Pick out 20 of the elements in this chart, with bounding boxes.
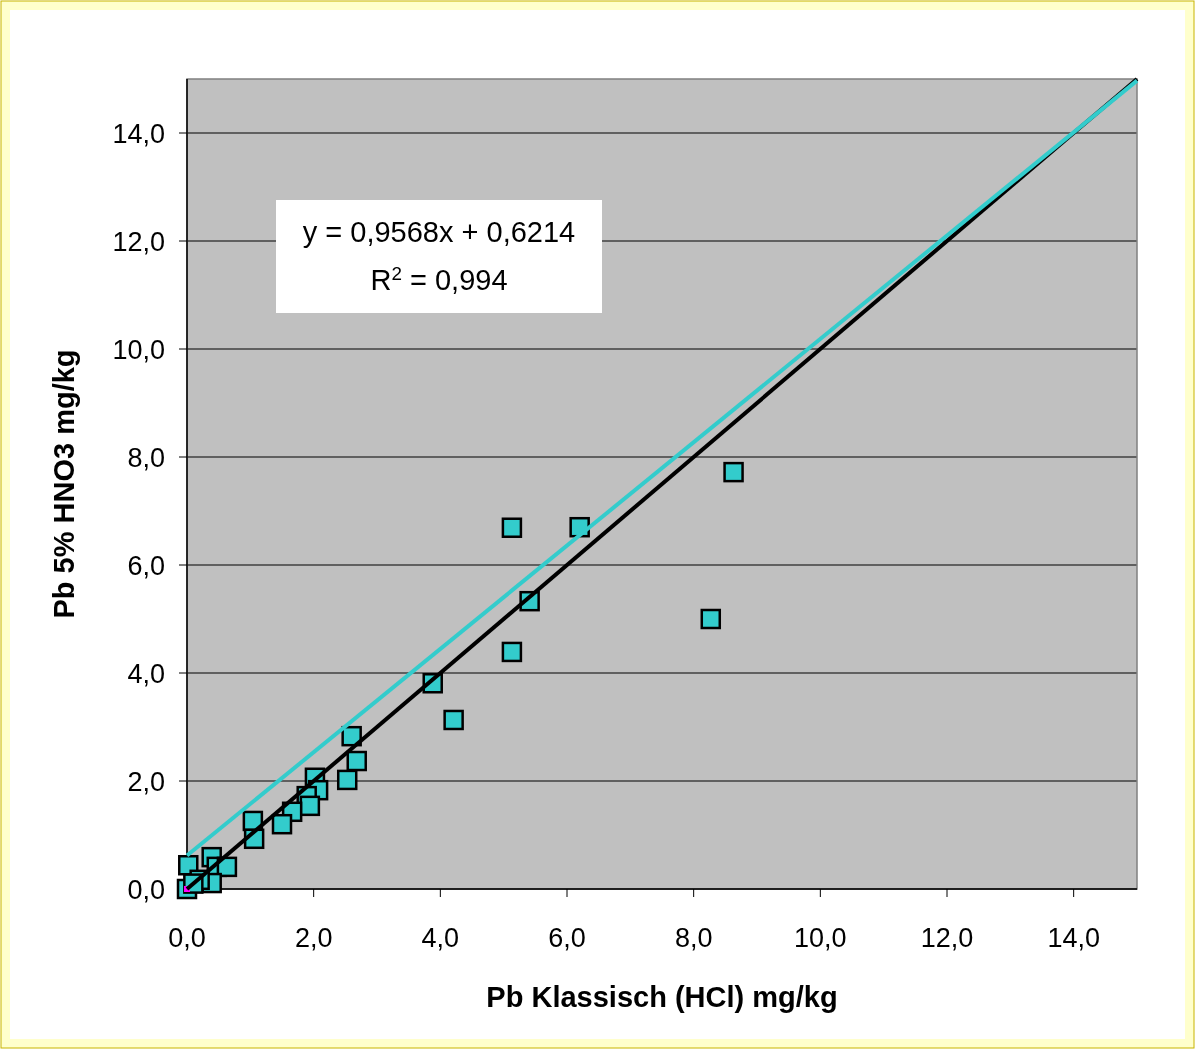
x-tick-label: 4,0 bbox=[421, 923, 460, 953]
y-tick-label: 6,0 bbox=[127, 551, 165, 581]
x-tick-label: 12,0 bbox=[920, 923, 974, 953]
x-tick-label: 10,0 bbox=[794, 923, 847, 953]
y-tick-label: 12,0 bbox=[112, 227, 165, 257]
annotation: y = 0,9568x + 0,6214 bbox=[302, 216, 576, 248]
y-tick-label: 10,0 bbox=[112, 335, 165, 365]
x-tick-label: 2,0 bbox=[294, 923, 333, 953]
x-tick-label: 14,0 bbox=[1047, 923, 1100, 953]
y-axis-title: Pb 5% HNO3 mg/kg bbox=[48, 349, 80, 619]
y-tick-label: 2,0 bbox=[127, 767, 165, 797]
x-tick-label: 6,0 bbox=[548, 923, 586, 953]
annotation: R$^{2}$ = 0,994 bbox=[370, 262, 508, 296]
y-tick-label: 8,0 bbox=[127, 443, 165, 473]
x-tick-label: 0,0 bbox=[168, 923, 206, 953]
x-tick-label: 8,0 bbox=[674, 923, 713, 953]
y-tick-label: 4,0 bbox=[127, 659, 165, 689]
y-tick-label: 0,0 bbox=[127, 875, 165, 905]
x-axis-title: Pb Klassisch (HCl) mg/kg bbox=[486, 981, 838, 1013]
y-tick-label: 14,0 bbox=[112, 119, 165, 149]
